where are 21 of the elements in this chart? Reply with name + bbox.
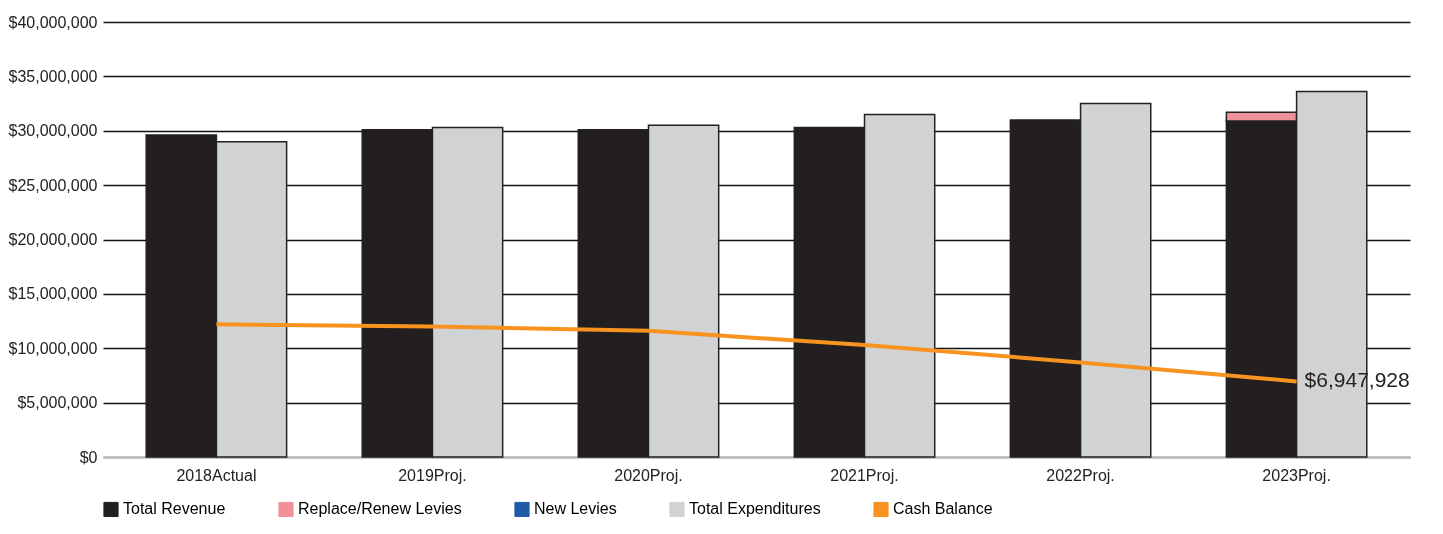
- y-tick-label: $0: [79, 448, 98, 466]
- x-tick-label: 2020Proj.: [614, 466, 683, 484]
- x-tick-label: 2019Proj.: [398, 466, 467, 484]
- y-tick-label: $25,000,000: [8, 176, 98, 194]
- x-tick-label: 2021Proj.: [830, 466, 899, 484]
- y-tick-label: $5,000,000: [17, 394, 98, 412]
- y-tick-label: $30,000,000: [8, 122, 98, 140]
- y-tick-label: $10,000,000: [8, 339, 98, 357]
- y-tick-label: $35,000,000: [8, 67, 98, 85]
- legend-label: Cash Balance: [893, 500, 993, 518]
- legend-label: New Levies: [534, 500, 617, 518]
- y-tick-label: $40,000,000: [8, 13, 98, 31]
- x-tick-label: 2023Proj.: [1262, 466, 1331, 484]
- legend-label: Total Expenditures: [689, 500, 821, 518]
- line-series: [214, 322, 1299, 384]
- x-tick-label: 2018Actual: [176, 466, 257, 484]
- legend-label: Replace/Renew Levies: [298, 500, 462, 518]
- legend-label: Total Revenue: [123, 500, 226, 518]
- y-tick-label: $15,000,000: [8, 285, 98, 303]
- x-tick-label: 2022Proj.: [1046, 466, 1115, 484]
- y-tick-label: $20,000,000: [8, 231, 98, 248]
